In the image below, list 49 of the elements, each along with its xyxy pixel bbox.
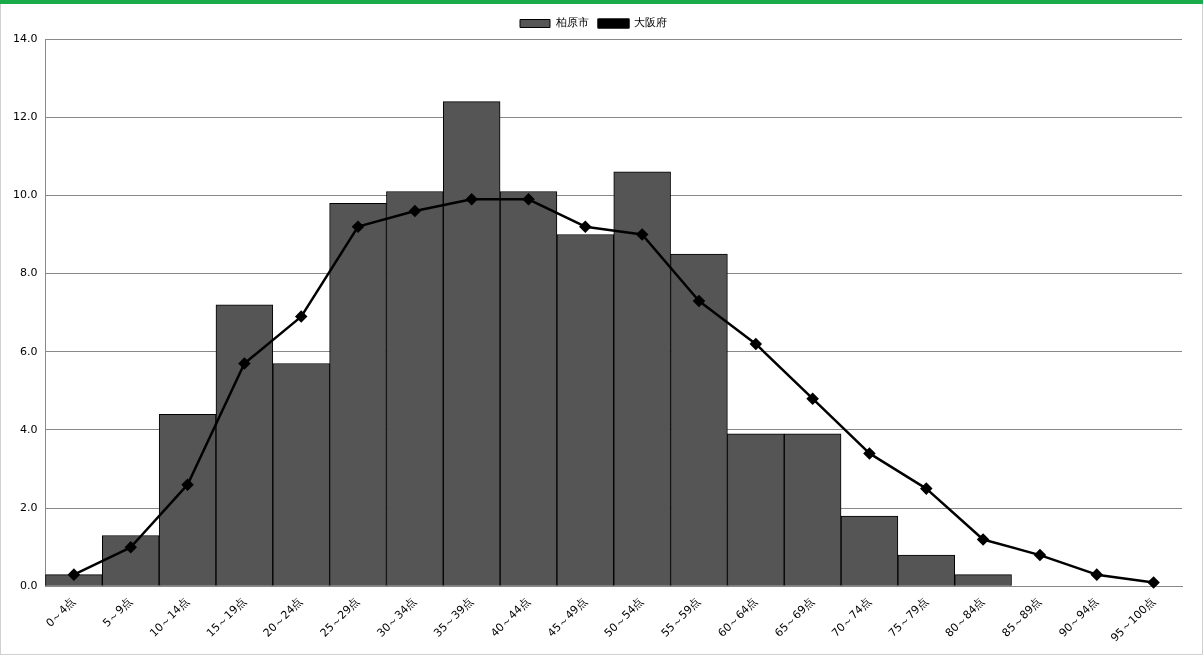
point	[1091, 568, 1103, 581]
x-tick-label: 80～84点	[942, 594, 988, 640]
x-tick-label: 5～9点	[100, 594, 135, 630]
x-tick-label: 50～54点	[601, 594, 647, 640]
y-tick-label: 2.0	[19, 501, 38, 515]
point	[920, 482, 933, 495]
y-tick-label: 14.0	[12, 31, 38, 45]
point	[124, 541, 137, 554]
y-tick-label: 10.0	[12, 188, 38, 202]
x-tick-label: 65～69点	[772, 594, 817, 640]
y-tick-label: 0.0	[19, 579, 38, 593]
point	[806, 392, 819, 405]
point	[295, 310, 307, 323]
x-tick-label: 75～79点	[885, 594, 931, 640]
point	[1034, 549, 1046, 561]
y-tick-label: 6.0	[19, 344, 38, 358]
point	[238, 357, 251, 370]
legend-label: 柏原市	[554, 16, 589, 30]
point	[579, 220, 592, 233]
x-tick-label: 30～34点	[374, 594, 419, 640]
point	[750, 338, 762, 350]
x-tick-label: 25～29点	[317, 594, 363, 640]
point	[636, 228, 648, 241]
point	[522, 193, 535, 206]
point	[465, 193, 478, 206]
x-tick-label: 20～24点	[260, 594, 306, 640]
x-tick-label: 10～14点	[147, 594, 192, 640]
point	[409, 205, 421, 217]
point	[977, 533, 989, 546]
x-tick-label: 35～39点	[431, 594, 476, 640]
y-tick-label: 8.0	[19, 266, 38, 280]
legend-label: 大阪府	[634, 16, 667, 30]
x-tick-label: 0～4点	[43, 594, 79, 630]
point	[1147, 576, 1160, 589]
point	[352, 220, 364, 233]
x-tick-label: 90～94点	[1056, 594, 1101, 640]
x-tick-label: 15～19点	[203, 594, 249, 640]
x-tick-label: 45～49点	[544, 594, 590, 640]
point	[68, 568, 80, 581]
point	[863, 447, 876, 460]
y-tick-label: 12.0	[12, 110, 38, 124]
x-tick-label: 60～64点	[715, 594, 760, 640]
point	[693, 295, 705, 307]
point	[181, 478, 194, 491]
x-tick-label: 40～44点	[488, 594, 533, 640]
x-tick-label: 85～89点	[999, 594, 1045, 640]
y-tick-label: 4.0	[19, 422, 38, 436]
x-tick-label: 55～59点	[658, 594, 704, 640]
x-tick-label: 70～74点	[829, 594, 874, 640]
